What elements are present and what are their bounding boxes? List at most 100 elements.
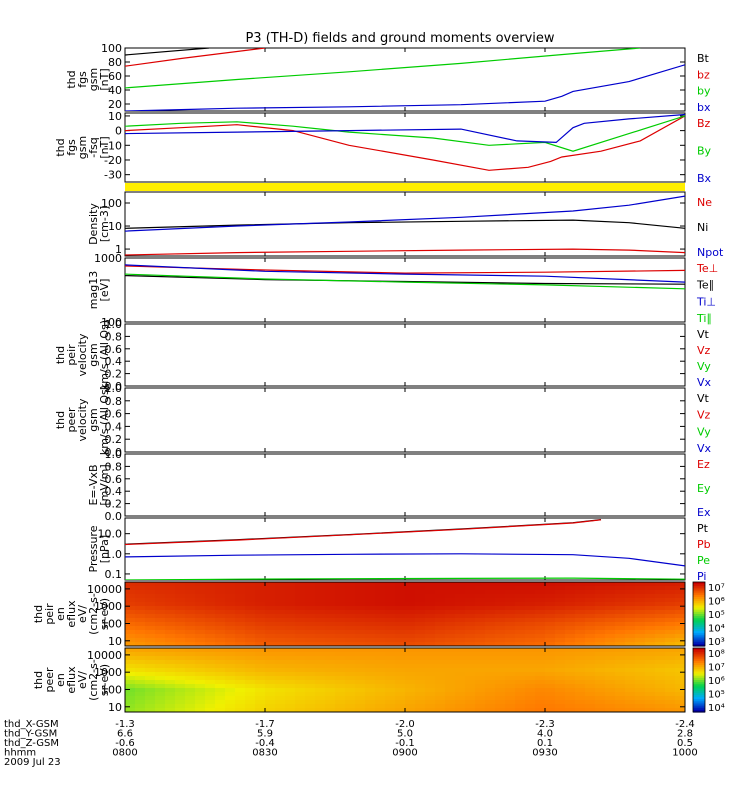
spectrogram-cell: [215, 590, 226, 595]
spectrogram-cell: [405, 656, 416, 661]
spectrogram-cell: [275, 668, 286, 673]
spectrogram-cell: [205, 664, 216, 669]
spectrogram-cell: [425, 700, 436, 705]
spectrogram-cell: [325, 642, 336, 646]
spectrogram-cell: [465, 642, 476, 646]
spectrogram-cell: [165, 590, 176, 595]
spectrogram-cell: [235, 708, 246, 712]
spectrogram-cell: [645, 634, 656, 639]
spectrogram-cell: [655, 676, 666, 681]
spectrogram-cell: [165, 610, 176, 615]
spectrogram-cell: [185, 672, 196, 677]
spectrogram-cell: [425, 590, 436, 595]
spectrogram-cell: [165, 622, 176, 627]
spectrogram-cell: [485, 610, 496, 615]
spectrogram-cell: [655, 582, 666, 587]
spectrogram-cell: [675, 582, 685, 587]
spectrogram-cell: [555, 634, 566, 639]
y-axis-label: Pressure: [87, 525, 100, 572]
spectrogram-cell: [655, 708, 666, 712]
spectrogram-cell: [505, 700, 516, 705]
spectrogram-cell: [205, 684, 216, 689]
spectrogram-cell: [525, 684, 536, 689]
y-tick-label: -30: [104, 169, 122, 182]
spectrogram-cell: [495, 688, 506, 693]
legend-entry: Vx: [697, 442, 712, 455]
spectrogram-cell: [615, 656, 626, 661]
spectrogram-cell: [325, 656, 336, 661]
spectrogram-cell: [345, 634, 356, 639]
spectrogram-cell: [395, 614, 406, 619]
legend-entry: Ez: [697, 458, 710, 471]
spectrogram-cell: [355, 648, 366, 653]
spectrogram-cell: [415, 684, 426, 689]
spectrogram-cell: [615, 626, 626, 631]
spectrogram-cell: [625, 668, 636, 673]
spectrogram-cell: [405, 610, 416, 615]
spectrogram-cell: [195, 582, 206, 587]
spectrogram-cell: [245, 630, 256, 635]
spectrogram-cell: [545, 648, 556, 653]
spectrogram-cell: [645, 602, 656, 607]
spectrogram-cell: [295, 586, 306, 591]
spectrogram-cell: [615, 586, 626, 591]
spectrogram-cell: [665, 704, 676, 709]
spectrogram-cell: [495, 610, 506, 615]
spectrogram-cell: [145, 704, 156, 709]
spectrogram-cell: [605, 684, 616, 689]
spectrogram-cell: [455, 668, 466, 673]
spectrogram-cell: [125, 668, 136, 673]
spectrogram-cell: [515, 590, 526, 595]
spectrogram-cell: [365, 586, 376, 591]
footer-value: -2.3: [535, 719, 555, 730]
spectrogram-cell: [575, 696, 586, 701]
spectrogram-cell: [575, 582, 586, 587]
spectrogram-cell: [415, 602, 426, 607]
y-axis-label: thd: [54, 138, 67, 156]
spectrogram-cell: [445, 642, 456, 646]
colorbar-segment: [693, 611, 705, 615]
spectrogram-cell: [415, 680, 426, 685]
spectrogram-cell: [615, 594, 626, 599]
spectrogram-cell: [305, 692, 316, 697]
spectrogram-cell: [515, 648, 526, 653]
spectrogram-cell: [575, 638, 586, 643]
footer-value: 4.0: [537, 729, 553, 740]
spectrogram-cell: [465, 648, 476, 653]
legend-entry: bz: [697, 68, 710, 81]
spectrogram-cell: [285, 610, 296, 615]
spectrogram-cell: [575, 700, 586, 705]
spectrogram-cell: [425, 668, 436, 673]
spectrogram-cell: [635, 602, 646, 607]
spectrogram-cell: [355, 664, 366, 669]
spectrogram-cell: [165, 582, 176, 587]
spectrogram-cell: [535, 708, 546, 712]
spectrogram-cell: [295, 660, 306, 665]
spectrogram-cell: [335, 692, 346, 697]
spectrogram-cell: [295, 684, 306, 689]
spectrogram-cell: [465, 590, 476, 595]
spectrogram-cell: [195, 590, 206, 595]
spectrogram-cell: [275, 648, 286, 653]
spectrogram-cell: [135, 590, 146, 595]
spectrogram-cell: [145, 688, 156, 693]
spectrogram-cell: [555, 696, 566, 701]
spectrogram-cell: [315, 656, 326, 661]
spectrogram-cell: [475, 594, 486, 599]
spectrogram-cell: [495, 700, 506, 705]
spectrogram-cell: [575, 664, 586, 669]
spectrogram-cell: [345, 652, 356, 657]
spectrogram-cell: [175, 590, 186, 595]
spectrogram-cell: [295, 708, 306, 712]
spectrogram-cell: [285, 652, 296, 657]
spectrogram-cell: [675, 590, 685, 595]
spectrogram-cell: [425, 610, 436, 615]
spectrogram-cell: [595, 626, 606, 631]
spectrogram-cell: [295, 668, 306, 673]
spectrogram-cell: [295, 598, 306, 603]
spectrogram-cell: [265, 602, 276, 607]
spectrogram-cell: [265, 652, 276, 657]
spectrogram-cell: [225, 676, 236, 681]
y-axis-label: [nT]: [98, 68, 111, 90]
